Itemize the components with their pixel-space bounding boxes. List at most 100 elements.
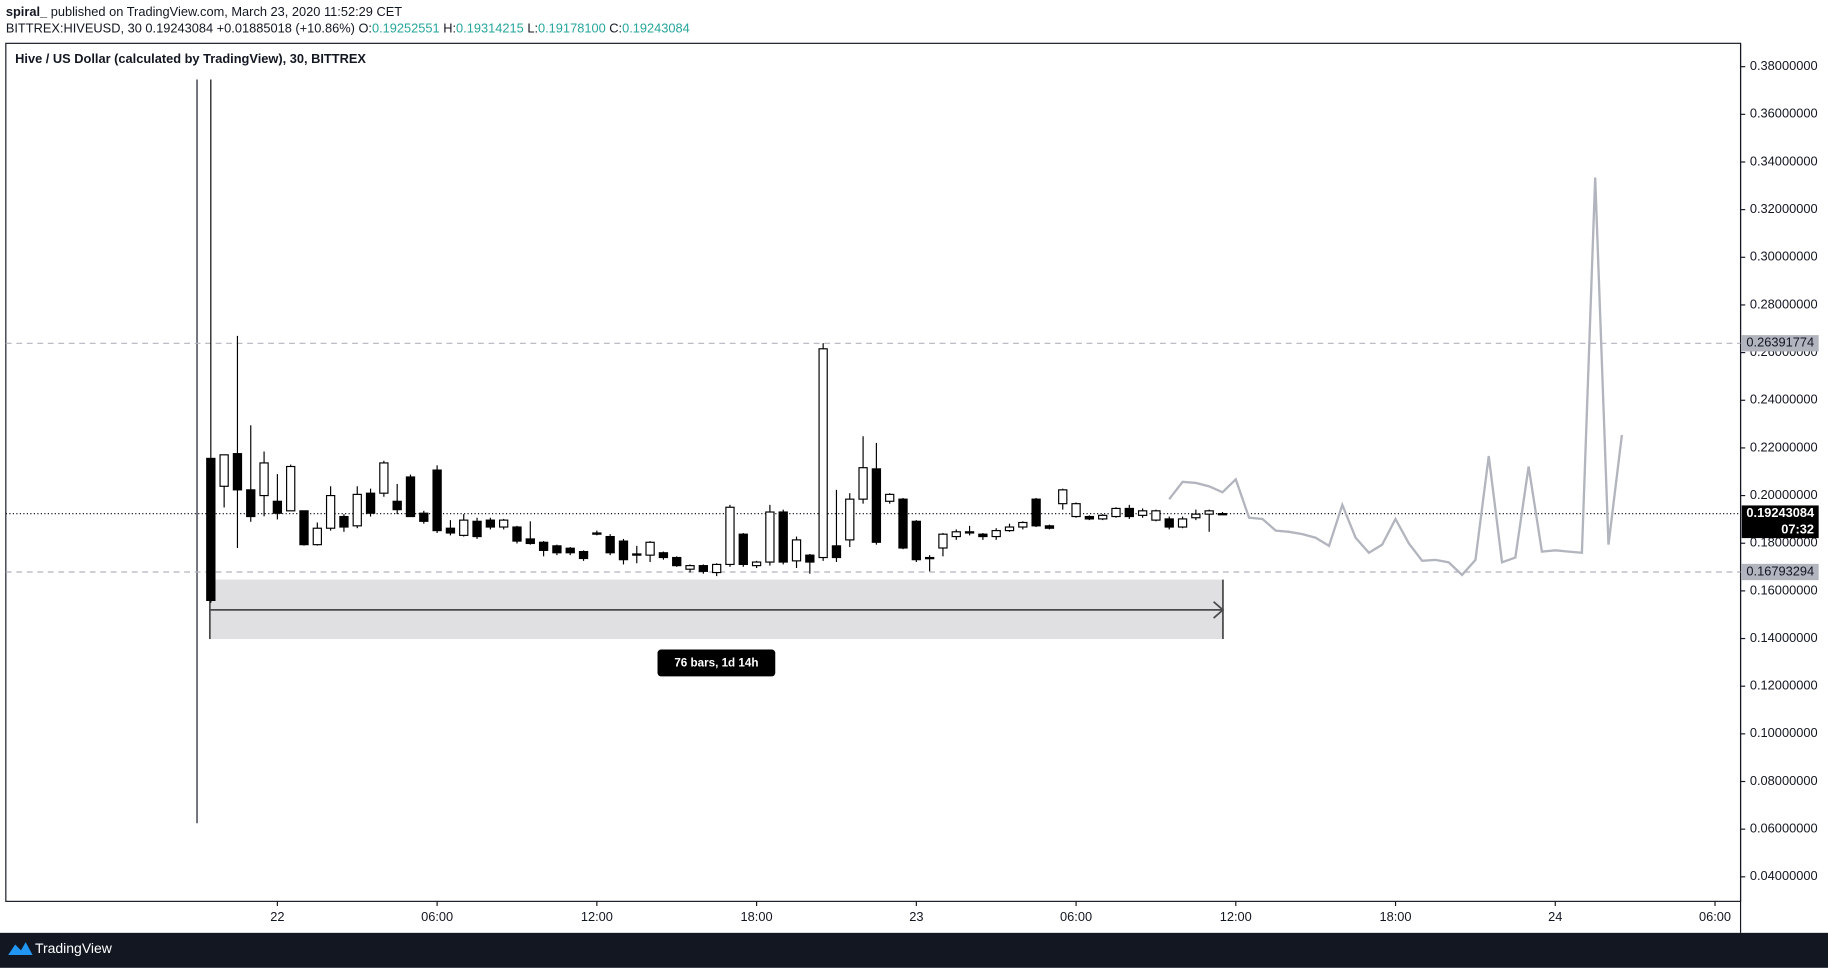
- candle-body: [552, 545, 562, 554]
- candle-body: [1071, 503, 1081, 518]
- candle-body: [352, 493, 362, 527]
- candle-body: [738, 533, 748, 566]
- candle-body: [299, 510, 309, 546]
- candle-body: [632, 553, 642, 556]
- candle-body: [1058, 489, 1068, 505]
- candle-body: [419, 512, 429, 522]
- level-label: 0.16793294: [1746, 563, 1814, 578]
- candle-body: [1151, 510, 1161, 521]
- y-tick-label: 0.04000000: [1750, 868, 1818, 883]
- x-tick-label: 12:00: [1220, 909, 1252, 924]
- published: published on TradingView.com, March 23, …: [51, 4, 403, 19]
- candle-body: [445, 527, 456, 534]
- logo: [8, 942, 33, 955]
- author: spiral_: [6, 4, 48, 19]
- candle-body: [898, 498, 908, 549]
- y-tick-label: 0.22000000: [1750, 439, 1818, 454]
- x-tick-label: 06:00: [1699, 909, 1731, 924]
- candle-body: [312, 527, 322, 546]
- candle-body: [485, 519, 496, 528]
- candle-body: [1098, 514, 1108, 520]
- y-tick-label: 0.32000000: [1750, 201, 1818, 216]
- candle-body: [499, 519, 509, 528]
- candle-body: [845, 498, 855, 541]
- candle-body: [1177, 518, 1188, 528]
- close-label: C:: [609, 21, 622, 36]
- measure-label-box: [657, 649, 776, 677]
- candle-body: [885, 493, 895, 502]
- candle-body: [924, 556, 935, 560]
- candle-body: [459, 519, 469, 536]
- candle-body: [365, 492, 376, 514]
- y-tick-label: 0.10000000: [1750, 725, 1818, 740]
- candle-body: [1191, 513, 1201, 519]
- x-tick-label: 24: [1548, 909, 1562, 924]
- candle-body: [1084, 515, 1095, 520]
- y-tick-label: 0.28000000: [1750, 296, 1818, 311]
- candle-body: [232, 453, 243, 491]
- x-tick-label: 06:00: [421, 909, 453, 924]
- candle-body: [379, 462, 389, 494]
- candle-body: [938, 533, 948, 549]
- y-tick-label: 0.18000000: [1750, 535, 1818, 550]
- candle-body: [592, 532, 602, 535]
- candle-body: [858, 467, 868, 500]
- candle-body: [219, 454, 229, 487]
- candle-body: [405, 476, 416, 518]
- y-tick-label: 0.30000000: [1750, 249, 1818, 264]
- x-tick-label: 12:00: [581, 909, 613, 924]
- candle-body: [765, 511, 775, 563]
- brand: TradingView: [35, 940, 113, 956]
- low-label: L:: [527, 21, 538, 36]
- x-tick-label: 18:00: [1379, 909, 1411, 924]
- y-tick-label: 0.34000000: [1750, 153, 1818, 168]
- candle-body: [978, 533, 988, 538]
- candle-body: [525, 538, 535, 545]
- countdown: 07:32: [1781, 521, 1814, 536]
- candle-body: [246, 489, 256, 518]
- candle-body: [472, 520, 482, 538]
- candle-body: [1031, 498, 1041, 527]
- footer: [0, 932, 1828, 968]
- candle-body: [1137, 510, 1148, 516]
- candle-body: [1217, 513, 1228, 516]
- candle-body: [512, 526, 522, 542]
- candle-body: [911, 520, 921, 561]
- candle-body: [392, 500, 402, 511]
- x-tick-label: 22: [270, 909, 284, 924]
- candle-body: [725, 506, 735, 566]
- x-tick-label: 23: [909, 909, 923, 924]
- y-tick-label: 0.12000000: [1750, 678, 1818, 693]
- candle-body: [538, 541, 549, 551]
- level-label-box: [1741, 563, 1819, 581]
- candle-body: [1004, 526, 1015, 532]
- symbol: BITTREX:HIVEUSD, 30: [6, 21, 142, 36]
- marks: 0.04000000 0.06000000 0.08000000 0.10000000…: [5, 58, 1819, 924]
- candle-body: [286, 465, 296, 512]
- candle-body: [751, 561, 762, 567]
- price: 0.19243084: [145, 21, 213, 36]
- projection-line: [1168, 177, 1624, 577]
- candle-body: [432, 469, 442, 532]
- y-tick-label: 0.38000000: [1750, 58, 1818, 73]
- candle-body: [1124, 507, 1134, 518]
- candle-body: [618, 540, 629, 561]
- candle-body: [711, 563, 722, 574]
- candle-body: [565, 547, 575, 554]
- candle-body: [339, 515, 349, 528]
- candle-body: [206, 457, 216, 601]
- candle-body: [259, 462, 269, 497]
- candle-body: [578, 550, 589, 560]
- candle-body: [605, 535, 615, 554]
- y-tick-label: 0.36000000: [1750, 106, 1818, 121]
- candle-body: [805, 554, 815, 563]
- open: 0.19252551: [372, 21, 440, 36]
- candle-body: [272, 500, 283, 514]
- chart-title: Hive / US Dollar (calculated by TradingV…: [15, 51, 366, 66]
- candle-body: [1111, 507, 1121, 518]
- y-tick-label: 0.06000000: [1750, 821, 1818, 836]
- y-tick-label: 0.16000000: [1750, 582, 1818, 597]
- candle-body: [831, 545, 842, 559]
